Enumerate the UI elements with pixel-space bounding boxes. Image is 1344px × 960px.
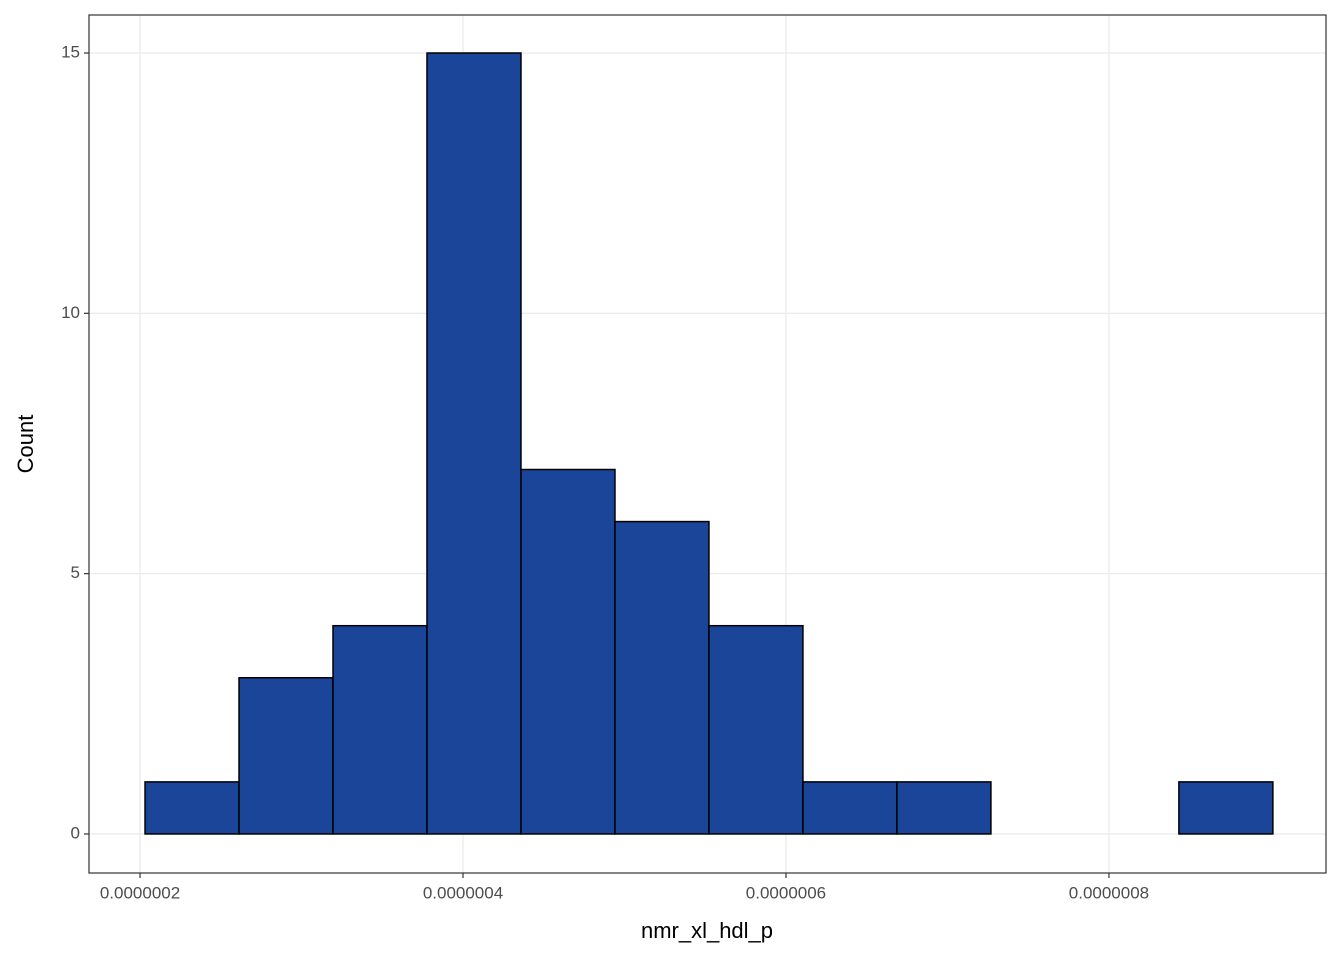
bar (144, 781, 240, 835)
y-tick-label: 5 (71, 563, 80, 582)
x-tick-label: 0.0000004 (423, 883, 503, 902)
x-tick-label: 0.0000008 (1069, 883, 1149, 902)
y-tick-label: 15 (61, 42, 80, 61)
y-tick-label: 0 (71, 823, 80, 842)
x-tick-label: 0.0000002 (100, 883, 180, 902)
bar (896, 781, 992, 835)
bar (1178, 781, 1274, 835)
x-tick-label: 0.0000006 (746, 883, 826, 902)
x-axis-title: nmr_xl_hdl_p (641, 918, 773, 943)
bar (426, 52, 522, 835)
bar (708, 624, 804, 835)
bar (238, 677, 334, 835)
y-tick-label: 10 (61, 303, 80, 322)
bar (802, 781, 898, 835)
bars (144, 52, 1274, 835)
y-axis-title: Count (13, 415, 38, 474)
panel-border (88, 14, 1327, 874)
bar (520, 468, 616, 835)
bar (614, 520, 710, 835)
bar (332, 624, 428, 835)
